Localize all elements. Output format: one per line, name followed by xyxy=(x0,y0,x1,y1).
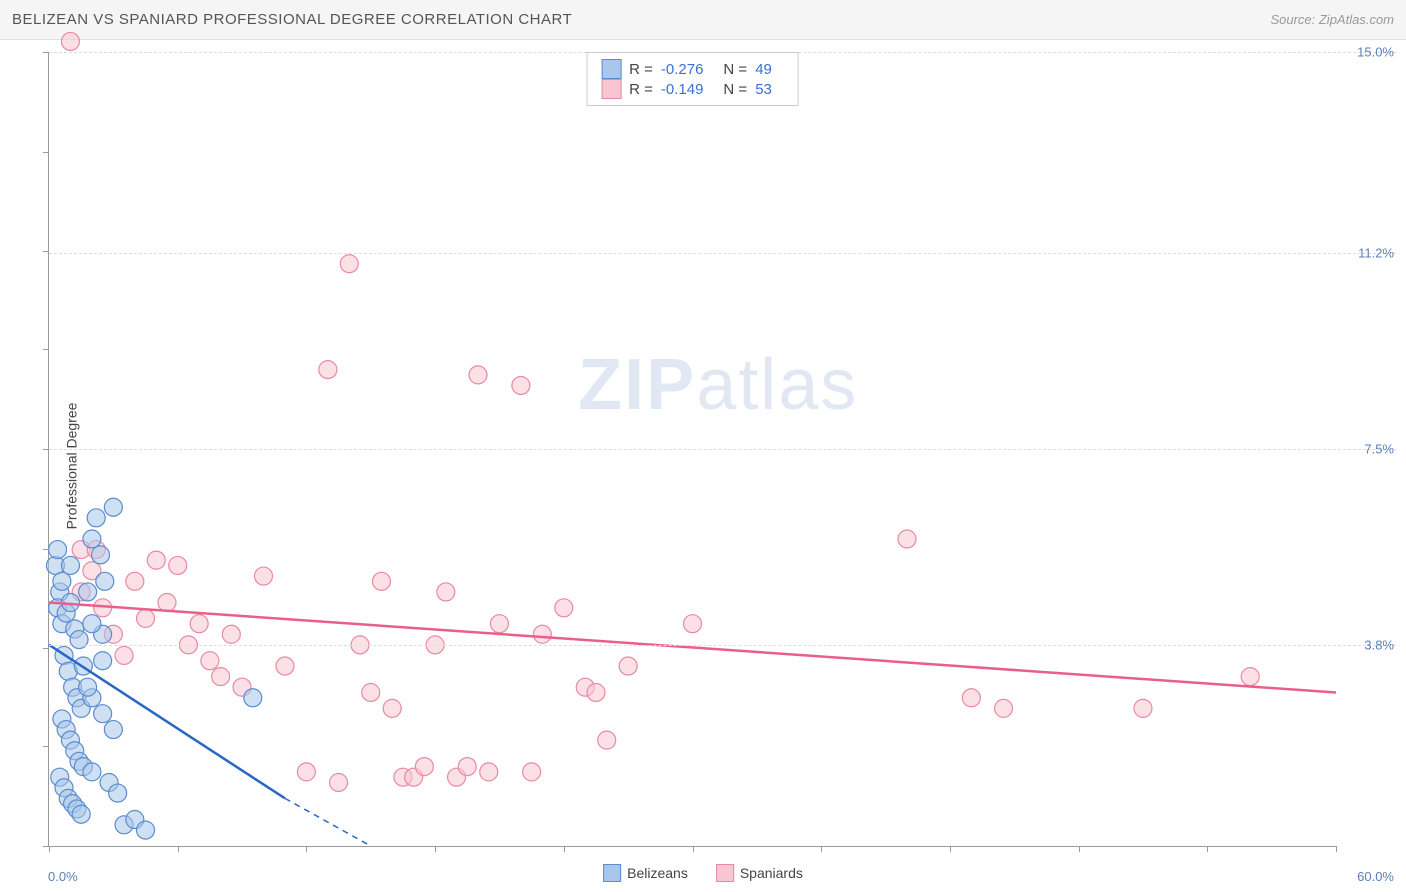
legend-item-b: Spaniards xyxy=(716,864,803,882)
grid-line-h xyxy=(49,253,1396,254)
stats-swatch-b xyxy=(601,79,621,99)
x-tick xyxy=(693,846,694,852)
chart-area: Professional Degree R = -0.276 N = 49 R … xyxy=(0,40,1406,892)
legend-swatch-a xyxy=(603,864,621,882)
y-tick xyxy=(43,449,49,450)
y-grid-label: 3.8% xyxy=(1364,637,1394,652)
x-tick xyxy=(821,846,822,852)
y-tick xyxy=(43,52,49,53)
stats-row-b: R = -0.149 N = 53 xyxy=(601,79,784,99)
x-tick xyxy=(950,846,951,852)
stats-n-label-a: N = xyxy=(723,61,747,78)
stats-n-label-b: N = xyxy=(723,81,747,98)
y-grid-label: 7.5% xyxy=(1364,442,1394,457)
stats-r-label-b: R = xyxy=(629,81,653,98)
stats-box: R = -0.276 N = 49 R = -0.149 N = 53 xyxy=(586,52,799,106)
grid-line-h xyxy=(49,645,1396,646)
grid-line-h xyxy=(49,449,1396,450)
stats-row-a: R = -0.276 N = 49 xyxy=(601,59,784,79)
x-tick xyxy=(1207,846,1208,852)
x-min-label: 0.0% xyxy=(48,869,78,884)
plot-region: R = -0.276 N = 49 R = -0.149 N = 53 ZIPa… xyxy=(48,52,1336,847)
stats-r-val-a: -0.276 xyxy=(661,61,704,78)
y-tick xyxy=(43,152,49,153)
title-bar: BELIZEAN VS SPANIARD PROFESSIONAL DEGREE… xyxy=(0,0,1406,40)
x-tick xyxy=(306,846,307,852)
stats-n-val-b: 53 xyxy=(755,81,772,98)
legend-item-a: Belizeans xyxy=(603,864,688,882)
source-label: Source: ZipAtlas.com xyxy=(1270,12,1394,27)
y-grid-label: 11.2% xyxy=(1358,246,1394,261)
x-tick xyxy=(564,846,565,852)
legend-label-b: Spaniards xyxy=(740,865,803,881)
chart-title: BELIZEAN VS SPANIARD PROFESSIONAL DEGREE… xyxy=(12,11,572,28)
x-tick xyxy=(1079,846,1080,852)
stats-r-val-b: -0.149 xyxy=(661,81,704,98)
y-tick xyxy=(43,746,49,747)
x-tick xyxy=(435,846,436,852)
y-tick xyxy=(43,349,49,350)
x-tick xyxy=(49,846,50,852)
x-tick xyxy=(178,846,179,852)
legend-label-a: Belizeans xyxy=(627,865,688,881)
y-tick xyxy=(43,648,49,649)
stats-swatch-a xyxy=(601,59,621,79)
stats-n-val-a: 49 xyxy=(755,61,772,78)
legend-swatch-b xyxy=(716,864,734,882)
stats-r-label-a: R = xyxy=(629,61,653,78)
y-tick xyxy=(43,251,49,252)
x-tick xyxy=(1336,846,1337,852)
y-tick xyxy=(43,846,49,847)
x-max-label: 60.0% xyxy=(1357,869,1394,884)
y-tick xyxy=(43,549,49,550)
bottom-legend: Belizeans Spaniards xyxy=(603,864,803,882)
y-grid-label: 15.0% xyxy=(1357,45,1394,60)
